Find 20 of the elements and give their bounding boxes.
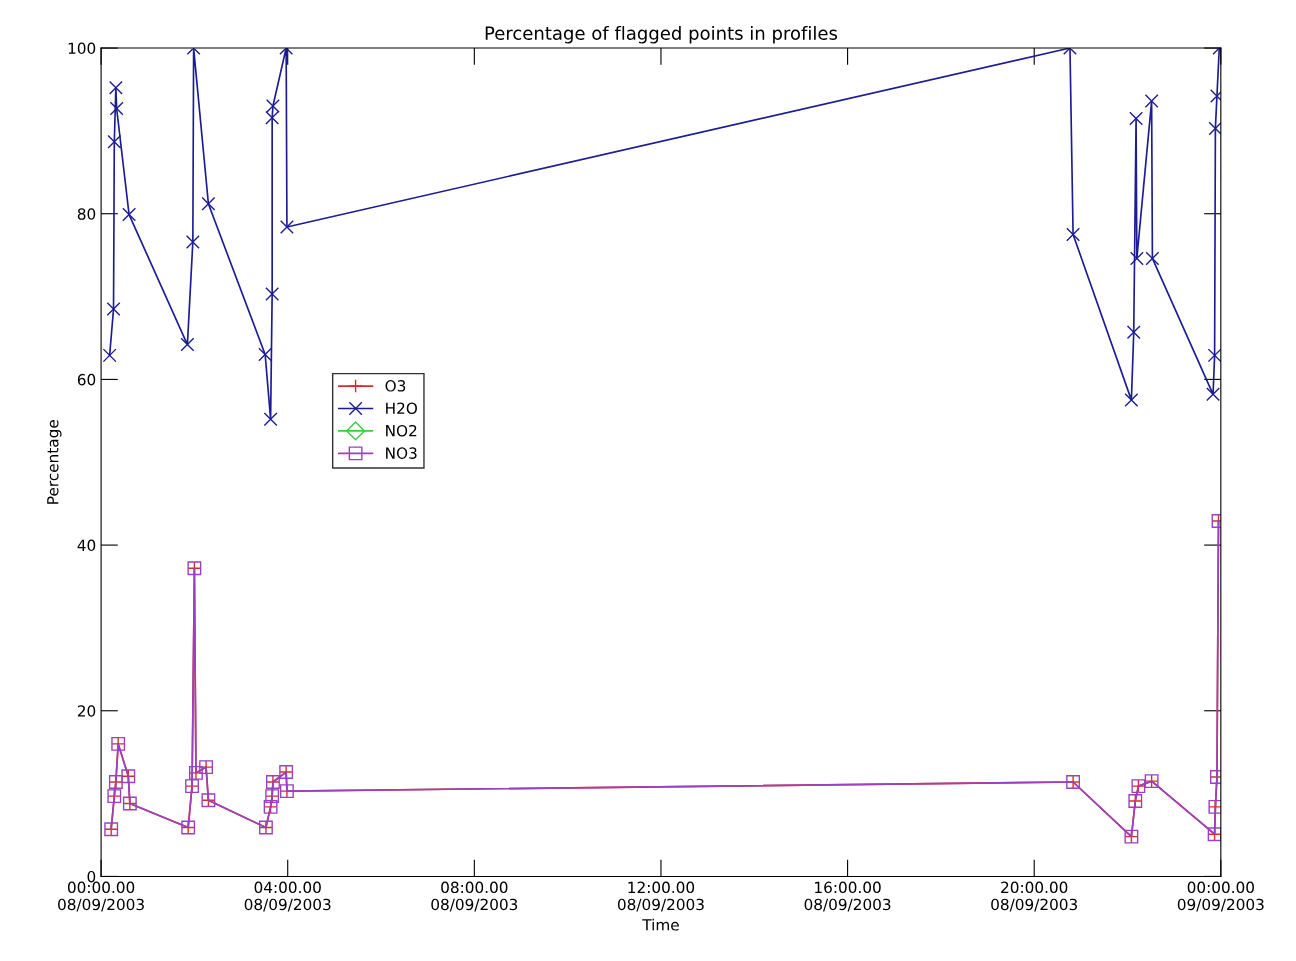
- y-tick-label: 0: [87, 870, 96, 883]
- y-axis-title: Percentage: [47, 420, 62, 504]
- legend-label: O3: [385, 380, 406, 392]
- y-tick-label: 20: [77, 705, 96, 717]
- legend-label: H2O: [386, 402, 417, 415]
- x-tick-label: 00:00.00 09/09/2003: [1177, 881, 1264, 912]
- y-tick-label: 100: [68, 42, 96, 55]
- y-tick-label: 80: [77, 208, 96, 220]
- chart-title: Percentage of flagged points in profiles: [485, 26, 838, 44]
- x-tick-label: 08:00.00 08/09/2003: [431, 881, 518, 912]
- legend-label: NO2: [386, 424, 417, 437]
- y-tick-label: 40: [77, 539, 96, 552]
- x-tick-label: 00:00.00 08/09/2003: [58, 881, 144, 912]
- x-tick-label: 04:00.00 08/09/2003: [244, 881, 331, 912]
- x-tick-label: 20:00.00 08/09/2003: [991, 881, 1078, 912]
- x-tick-label: 12:00.00 08/09/2003: [617, 881, 704, 912]
- x-tick-label: 16:00.00 08/09/2003: [804, 881, 891, 912]
- x-axis-title: Time: [642, 918, 679, 931]
- legend-label: NO3: [386, 447, 417, 459]
- y-tick-label: 60: [77, 373, 96, 386]
